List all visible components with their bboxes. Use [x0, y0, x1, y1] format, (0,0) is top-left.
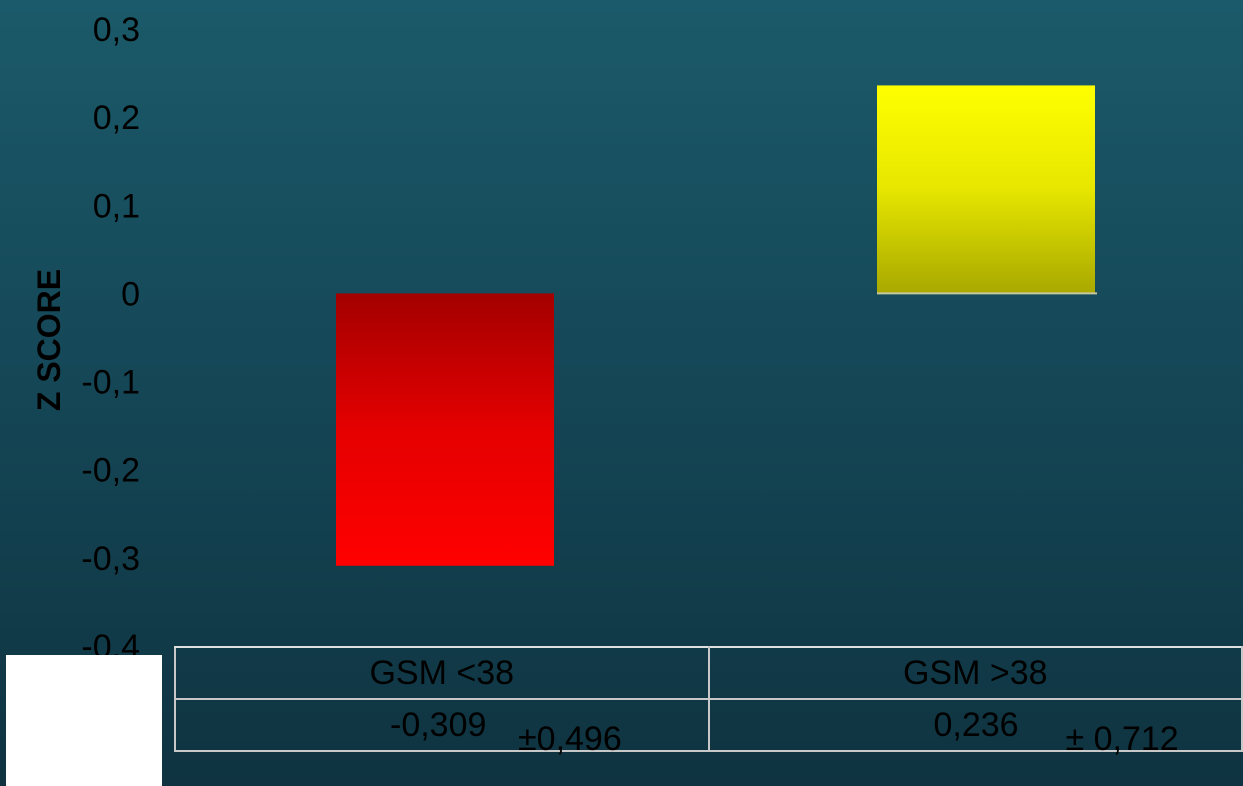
table-header-gsm-low: GSM <38: [174, 646, 710, 700]
y-tick-label: -0,1: [81, 364, 140, 402]
y-tick-label: 0,1: [93, 187, 140, 225]
y-axis-title: Z SCORE: [31, 269, 67, 411]
y-tick-label: 0,3: [93, 11, 140, 49]
y-tick-label: -0,2: [81, 452, 140, 490]
bar-gsm-low: [336, 293, 554, 566]
sd-value-gsm-high: ± 0,712: [1065, 720, 1179, 758]
table-cell-gsm-high: 0,236 ± 0,712: [707, 698, 1243, 758]
white-panel: [6, 655, 162, 786]
sd-value-gsm-low: ±0,496: [518, 720, 622, 758]
y-tick-label: 0: [121, 275, 140, 313]
bar-gsm-high: [877, 85, 1095, 294]
y-tick-label: -0,3: [81, 540, 140, 578]
mean-value-gsm-low: -0,309: [390, 706, 487, 744]
data-table: GSM <38 GSM >38 -0,309 ±0,496 0,236 ± 0,…: [174, 646, 1243, 758]
table-value-row: -0,309 ±0,496 0,236 ± 0,712: [174, 698, 1243, 758]
table-header-gsm-high: GSM >38: [707, 646, 1243, 700]
y-tick-label: 0,2: [93, 99, 140, 137]
table-header-row: GSM <38 GSM >38: [174, 646, 1243, 700]
mean-value-gsm-high: 0,236: [933, 706, 1019, 744]
table-cell-gsm-low: -0,309 ±0,496: [174, 698, 710, 758]
